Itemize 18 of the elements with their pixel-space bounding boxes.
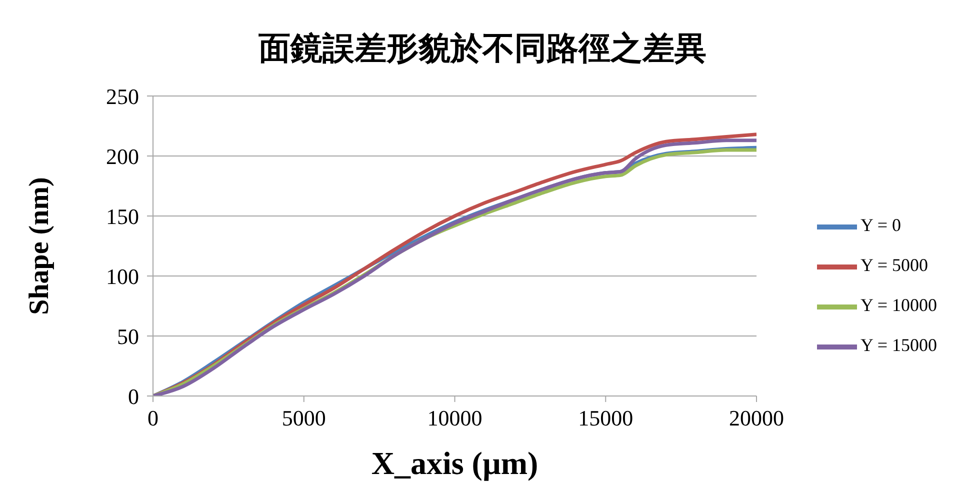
legend-label: Y = 15000 — [860, 335, 937, 356]
y-tick-label: 0 — [128, 384, 139, 409]
y-tick-label: 250 — [106, 84, 139, 109]
x-tick-label: 20000 — [729, 406, 784, 431]
y-tick-label: 150 — [106, 204, 139, 229]
x-tick-label: 0 — [148, 406, 158, 431]
x-tick-label: 5000 — [282, 406, 326, 431]
legend-label: Y = 10000 — [860, 295, 937, 316]
x-tick-label: 10000 — [427, 406, 482, 431]
y-tick-label: 50 — [117, 324, 139, 349]
y-tick-label: 200 — [106, 144, 139, 169]
x-tick-label: 15000 — [578, 406, 634, 431]
y-axis-title: Shape (nm) — [24, 177, 55, 315]
y-tick-label: 100 — [106, 264, 139, 289]
chart-title: 面鏡誤差形貌於不同路徑之差異 — [258, 29, 708, 68]
legend-label: Y = 0 — [860, 215, 901, 236]
legend-label: Y = 5000 — [860, 255, 928, 276]
x-axis-title: X_axis (µm) — [371, 445, 538, 481]
